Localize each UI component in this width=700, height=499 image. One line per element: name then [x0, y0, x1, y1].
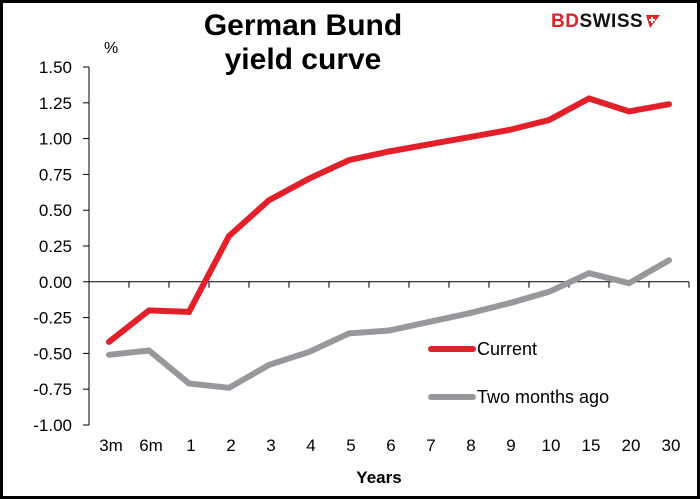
x-tick-label: 10	[542, 436, 561, 455]
swiss-cross-flag-icon	[646, 15, 661, 28]
x-axis: 3m 6m 1 2 3 4 5 6 7 8 9 10 15 20 30	[89, 281, 690, 455]
y-tick-label: -1.00	[33, 416, 72, 435]
x-tick-label: 20	[622, 436, 641, 455]
x-tick-label: 6	[386, 436, 395, 455]
legend: Current Two months ago	[428, 339, 609, 407]
chart-title-line-1: German Bund	[203, 9, 403, 42]
data-series	[106, 95, 672, 391]
y-axis-unit-label: %	[104, 40, 118, 57]
y-tick-label: -0.50	[33, 344, 72, 363]
y-tick-label: 1.00	[39, 130, 72, 149]
series-line-two-months-ago	[106, 257, 672, 391]
y-tick-label: 0.75	[39, 165, 72, 184]
y-tick-label: 1.50	[39, 58, 72, 77]
chart-title: German Bund yield curve	[153, 9, 453, 77]
x-tick-label: 7	[426, 436, 435, 455]
logo-bd-text: BD	[551, 11, 580, 32]
y-tick-label: 0.25	[39, 237, 72, 256]
x-tick-label: 3	[266, 436, 275, 455]
y-tick-label: 0.50	[39, 201, 72, 220]
y-tick-label: 1.25	[39, 94, 72, 113]
x-axis-title: Years	[356, 468, 401, 487]
legend-label: Current	[477, 339, 537, 359]
y-tick-label: -0.25	[33, 309, 72, 328]
x-tick-label: 8	[466, 436, 475, 455]
x-tick-label: 9	[506, 436, 515, 455]
y-axis: 1.50 1.25 1.00 0.75 0.50 0.25 0.00 -0.25 -0.50 -0…	[33, 58, 90, 435]
legend-label: Two months ago	[477, 387, 609, 407]
series-line-current	[106, 95, 672, 345]
x-tick-label: 3m	[99, 436, 123, 455]
logo-swiss-text: SWISS	[579, 11, 644, 32]
chart-title-line-2: yield curve	[224, 43, 382, 76]
x-tick-label: 15	[582, 436, 601, 455]
y-tick-label: -0.75	[33, 380, 72, 399]
x-tick-label: 2	[226, 436, 235, 455]
bdswiss-logo: BDSWISS	[551, 11, 661, 33]
x-tick-label: 5	[346, 436, 355, 455]
x-tick-label: 4	[306, 436, 315, 455]
x-tick-label: 1	[186, 436, 195, 455]
y-tick-label: 0.00	[39, 273, 72, 292]
x-tick-label: 6m	[139, 436, 163, 455]
x-tick-label: 30	[662, 436, 681, 455]
